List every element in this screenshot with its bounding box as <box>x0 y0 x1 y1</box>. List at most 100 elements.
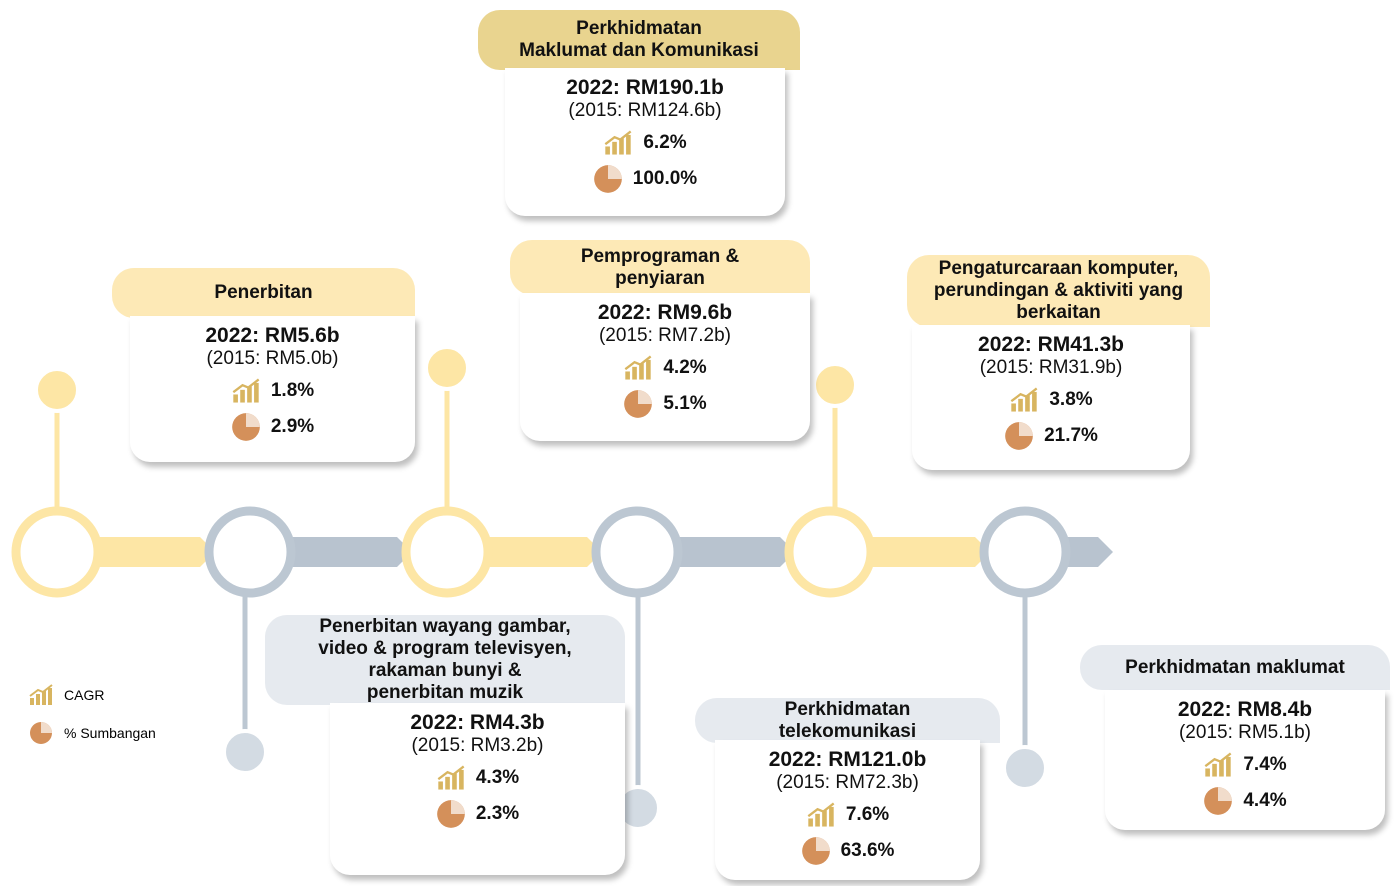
cagr: 3.8% <box>912 385 1190 415</box>
share-icon <box>30 722 52 744</box>
cagr: 7.4% <box>1105 750 1385 780</box>
card-body: 2022: RM9.6b (2015: RM7.2b) 4.2% 5.1% <box>520 293 810 441</box>
share: 63.6% <box>715 836 980 866</box>
cagr-value: 7.4% <box>1243 754 1287 775</box>
cagr-value: 3.8% <box>1049 389 1093 410</box>
share: 2.3% <box>330 799 625 829</box>
value-2022: 2022: RM121.0b <box>768 748 927 771</box>
card-body: 2022: RM8.4b (2015: RM5.1b) 7.4% 4.4% <box>1105 690 1385 830</box>
small-node <box>1002 745 1048 791</box>
small-node <box>34 367 80 413</box>
title-line: berkaitan <box>1016 302 1101 323</box>
value-2015: (2015: RM5.0b) <box>206 348 339 369</box>
cagr-icon <box>1010 387 1038 412</box>
cagr-icon <box>232 378 260 403</box>
small-node <box>812 362 858 408</box>
legend-label: CAGR <box>64 687 105 703</box>
share-value: 21.7% <box>1044 425 1098 446</box>
share: 100.0% <box>505 164 785 194</box>
share-value: 63.6% <box>840 840 895 861</box>
timeline-node <box>401 506 493 598</box>
title-line: Perkhidmatan <box>784 698 911 720</box>
value-2015: (2015: RM31.9b) <box>979 357 1123 378</box>
card-body: 2022: RM121.0b (2015: RM72.3b) 7.6% 63.6% <box>715 740 980 880</box>
share-value: 4.4% <box>1243 790 1287 811</box>
card-title: Penerbitan wayang gambar, video & program… <box>265 615 625 705</box>
small-node <box>424 345 470 391</box>
share-value: 100.0% <box>632 168 698 189</box>
timeline-node <box>591 506 683 598</box>
timeline-node <box>11 506 103 598</box>
value-2015: (2015: RM7.2b) <box>598 325 731 346</box>
value-2015: (2015: RM3.2b) <box>411 735 544 756</box>
share-icon <box>436 800 465 828</box>
share-value: 2.9% <box>270 416 315 437</box>
title-line: rakaman bunyi & <box>368 660 522 681</box>
share-icon <box>231 413 260 441</box>
value-2022: 2022: RM190.1b <box>566 76 724 99</box>
title-line: Penerbitan <box>214 282 313 303</box>
title-line: perundingan & aktiviti yang <box>933 280 1184 301</box>
title-line: Perkhidmatan <box>576 18 702 39</box>
title-line: penyiaran <box>615 267 705 289</box>
share: 5.1% <box>520 389 810 419</box>
cagr-icon <box>604 130 632 155</box>
title-line: telekomunikasi <box>778 720 917 742</box>
share-value: 5.1% <box>663 393 707 414</box>
share-value: 2.3% <box>475 803 520 824</box>
small-node <box>222 729 268 775</box>
cagr: 4.2% <box>520 353 810 383</box>
timeline-node <box>204 506 296 598</box>
cagr-value: 4.3% <box>475 767 520 788</box>
title-line: Pemprograman & <box>580 245 740 267</box>
share-icon <box>801 837 830 865</box>
title-line: Penerbitan wayang gambar, <box>319 616 571 637</box>
card-title: Perkhidmatan Maklumat dan Komunikasi <box>478 10 800 70</box>
cagr-icon <box>807 802 835 827</box>
timeline-node <box>784 506 876 598</box>
card-title: Penerbitan <box>112 268 415 318</box>
value-2015: (2015: RM124.6b) <box>568 100 722 121</box>
card-body: 2022: RM5.6b (2015: RM5.0b) 1.8% 2.9% <box>130 316 415 462</box>
title-line: Pengaturcaraan komputer, <box>938 258 1179 279</box>
card-body: 2022: RM190.1b (2015: RM124.6b) 6.2% 100.0% <box>505 68 785 216</box>
share: 21.7% <box>912 421 1190 451</box>
cagr-icon <box>437 765 465 790</box>
card-title: Perkhidmatan telekomunikasi <box>695 698 1000 743</box>
share-icon <box>624 390 653 418</box>
value-2022: 2022: RM9.6b <box>597 301 733 324</box>
card-body: 2022: RM4.3b (2015: RM3.2b) 4.3% 2.3% <box>330 703 625 875</box>
share-icon <box>593 165 622 193</box>
card-body: 2022: RM41.3b (2015: RM31.9b) 3.8% 21.7% <box>912 325 1190 470</box>
card-title: Perkhidmatan maklumat <box>1080 645 1390 690</box>
timeline-node <box>979 506 1071 598</box>
value-2015: (2015: RM72.3b) <box>776 772 919 793</box>
card-title: Pemprograman & penyiaran <box>510 240 810 295</box>
cagr-value: 7.6% <box>845 804 890 825</box>
cagr-value: 1.8% <box>270 380 315 401</box>
cagr-value: 4.2% <box>663 357 707 378</box>
share-icon <box>1005 422 1033 450</box>
share: 4.4% <box>1105 786 1385 816</box>
value-2015: (2015: RM5.1b) <box>1178 722 1311 743</box>
cagr: 1.8% <box>130 376 415 406</box>
cagr-icon <box>1204 752 1232 777</box>
title-line: video & program televisyen, <box>318 638 572 659</box>
legend-cagr: CAGR <box>28 684 104 706</box>
card-title: Pengaturcaraan komputer, perundingan & ak… <box>907 255 1210 327</box>
share-icon <box>1204 787 1233 815</box>
title-line: Maklumat dan Komunikasi <box>519 40 759 61</box>
cagr: 7.6% <box>715 800 980 830</box>
value-2022: 2022: RM5.6b <box>205 324 340 347</box>
title-line: penerbitan muzik <box>366 682 524 703</box>
cagr: 6.2% <box>505 128 785 158</box>
cagr-icon <box>624 355 652 380</box>
value-2022: 2022: RM41.3b <box>978 333 1124 356</box>
legend-share: % Sumbangan <box>28 720 156 746</box>
cagr-value: 6.2% <box>643 132 687 153</box>
value-2022: 2022: RM4.3b <box>410 711 545 734</box>
cagr-icon <box>29 684 53 705</box>
title-line: Perkhidmatan maklumat <box>1125 656 1345 678</box>
